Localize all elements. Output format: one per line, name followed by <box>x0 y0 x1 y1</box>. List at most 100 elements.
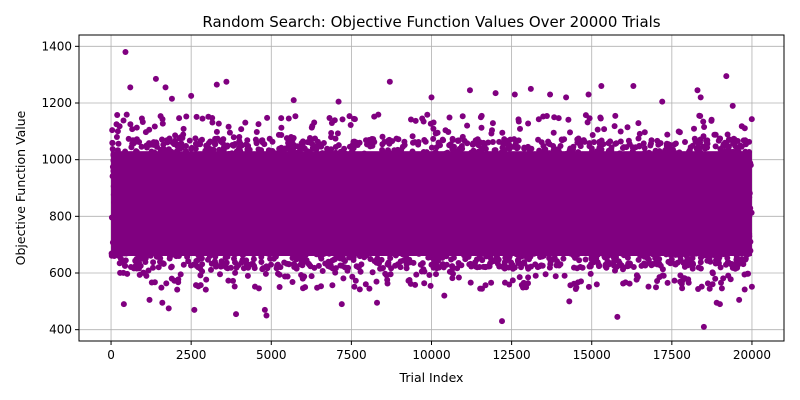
data-point <box>744 270 751 277</box>
data-point <box>638 262 645 269</box>
data-point <box>289 162 296 169</box>
data-point <box>254 239 261 246</box>
data-point <box>662 174 669 181</box>
data-point <box>148 234 155 241</box>
y-axis-label: Objective Function Value <box>13 110 28 265</box>
data-point <box>353 220 359 227</box>
data-point <box>567 282 574 289</box>
data-point <box>109 146 116 152</box>
data-point <box>252 204 259 211</box>
data-point <box>470 149 477 156</box>
data-point <box>452 207 459 214</box>
data-point <box>216 213 223 220</box>
data-point <box>409 133 416 140</box>
data-point <box>276 199 283 206</box>
data-point <box>123 111 130 118</box>
data-point <box>473 167 480 174</box>
data-point <box>656 148 663 155</box>
data-point <box>588 254 595 261</box>
data-point <box>548 249 554 256</box>
data-point <box>657 191 664 198</box>
data-point <box>234 191 241 198</box>
data-point <box>379 133 386 140</box>
data-point <box>129 154 136 161</box>
data-point <box>405 179 412 186</box>
data-point <box>478 124 485 131</box>
data-point <box>529 247 536 254</box>
data-point <box>269 138 276 145</box>
data-point <box>191 185 197 192</box>
data-point <box>644 229 651 236</box>
data-point <box>566 196 573 203</box>
data-point <box>641 145 648 151</box>
data-point <box>584 236 591 243</box>
data-point <box>132 220 139 227</box>
data-point <box>168 264 175 271</box>
data-point <box>667 252 674 259</box>
data-point <box>263 223 269 230</box>
data-point <box>567 129 573 136</box>
data-point <box>160 193 166 200</box>
data-point <box>728 189 735 196</box>
data-point <box>516 194 523 201</box>
data-point <box>163 173 170 180</box>
data-point <box>407 220 414 227</box>
data-point <box>496 165 503 172</box>
outlier-point <box>152 75 159 82</box>
data-point <box>410 139 416 146</box>
data-point <box>465 249 472 256</box>
data-point <box>732 158 739 165</box>
data-point <box>583 211 590 218</box>
data-point <box>336 248 343 254</box>
data-point <box>704 137 711 144</box>
data-point <box>561 136 568 143</box>
data-point <box>251 166 258 173</box>
data-point <box>389 211 396 218</box>
data-point <box>724 236 731 243</box>
data-point <box>672 201 679 208</box>
data-point <box>743 169 750 176</box>
data-point <box>746 250 753 257</box>
data-point <box>186 137 193 144</box>
data-point <box>504 152 511 159</box>
data-point <box>538 181 545 188</box>
data-point <box>723 207 730 214</box>
data-point <box>561 272 568 279</box>
data-point <box>423 173 430 179</box>
data-point <box>351 161 358 168</box>
data-point <box>478 232 485 239</box>
data-point <box>597 114 604 121</box>
data-point <box>447 230 454 237</box>
data-point <box>292 113 299 120</box>
data-point <box>733 251 740 258</box>
data-point <box>483 251 490 257</box>
data-point <box>531 154 538 161</box>
data-point <box>312 207 319 214</box>
data-point <box>237 140 244 147</box>
data-point <box>464 122 471 129</box>
data-point <box>309 140 316 147</box>
data-point <box>424 197 431 204</box>
data-point <box>363 241 370 247</box>
data-point <box>295 232 302 239</box>
data-point <box>234 159 241 166</box>
data-point <box>745 241 752 248</box>
data-point <box>204 238 211 245</box>
data-point <box>243 210 250 217</box>
data-point <box>526 214 533 221</box>
data-point <box>728 195 735 202</box>
data-point <box>598 154 605 161</box>
data-point <box>558 213 565 220</box>
data-point <box>561 180 568 187</box>
data-point <box>430 119 437 126</box>
data-point <box>682 210 689 217</box>
data-point <box>327 210 334 217</box>
data-point <box>461 193 468 200</box>
data-point <box>513 159 520 166</box>
data-point <box>192 241 199 248</box>
data-point <box>140 269 147 276</box>
data-point <box>626 229 633 236</box>
data-point <box>701 159 708 166</box>
data-point <box>366 186 373 193</box>
data-point <box>295 197 302 204</box>
